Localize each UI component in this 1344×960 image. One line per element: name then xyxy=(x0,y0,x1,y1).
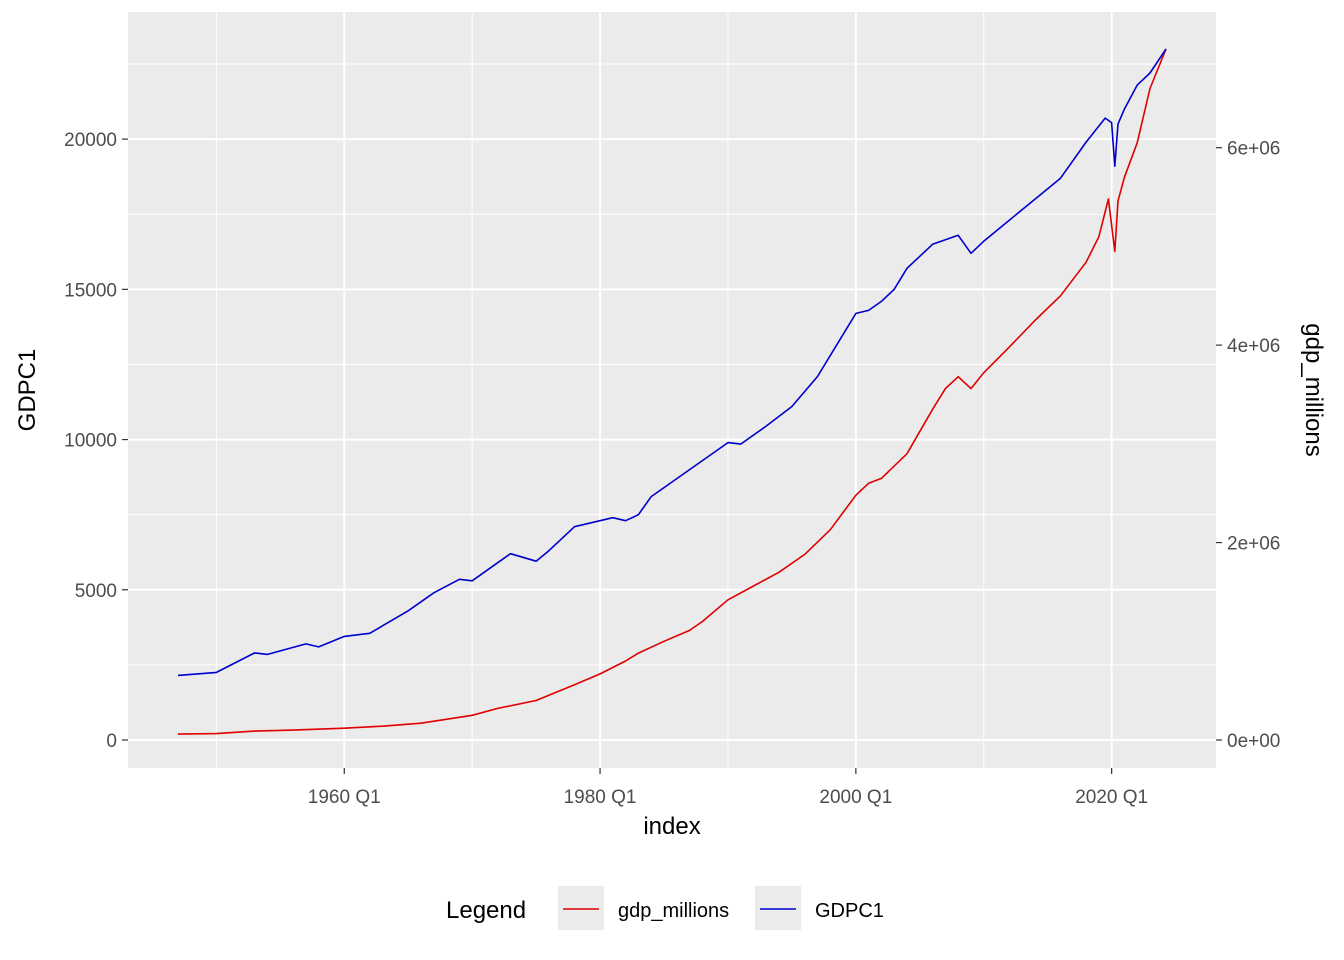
grid-major xyxy=(128,12,1216,768)
panel-background xyxy=(128,12,1216,768)
x-tick-label: 2020 Q1 xyxy=(1075,787,1148,808)
series-layer xyxy=(177,48,1167,735)
x-tick-label: 1980 Q1 xyxy=(564,787,637,808)
legend-title: Legend xyxy=(446,897,526,924)
legend: Legend gdp_millions GDPC1 xyxy=(446,886,884,930)
series-line-gdpc1 xyxy=(177,48,1167,677)
y-left-tick-label: 10000 xyxy=(64,431,117,452)
x-axis-title: index xyxy=(643,813,700,840)
x-axis: 1960 Q1 1980 Q1 2000 Q1 2020 Q1 xyxy=(308,768,1148,808)
y-left-tick-label: 0 xyxy=(106,731,117,752)
legend-label-gdp-millions: gdp_millions xyxy=(618,900,729,922)
y-axis-title-left: GDPC1 xyxy=(14,349,41,432)
y-left-tick-label: 5000 xyxy=(75,581,117,602)
legend-key-gdpc1 xyxy=(755,886,801,930)
y-right-tick-label: 2e+06 xyxy=(1227,534,1280,555)
x-tick-label: 2000 Q1 xyxy=(819,787,892,808)
grid-minor xyxy=(128,12,1241,768)
series-line-gdp-millions xyxy=(177,48,1167,735)
y-right-tick-label: 0e+00 xyxy=(1227,731,1280,752)
y-left-tick-label: 20000 xyxy=(64,130,117,151)
left-axis: 0 5000 10000 15000 20000 xyxy=(64,130,128,752)
legend-label-gdpc1: GDPC1 xyxy=(815,900,884,922)
y-right-tick-label: 4e+06 xyxy=(1227,336,1280,357)
right-axis: 0e+00 2e+06 4e+06 6e+06 xyxy=(1216,139,1280,752)
legend-key-gdp-millions xyxy=(558,886,604,930)
y-right-tick-label: 6e+06 xyxy=(1227,139,1280,160)
x-tick-label: 1960 Q1 xyxy=(308,787,381,808)
y-left-tick-label: 15000 xyxy=(64,280,117,301)
y-axis-title-right: gdp_millions xyxy=(1300,323,1327,456)
